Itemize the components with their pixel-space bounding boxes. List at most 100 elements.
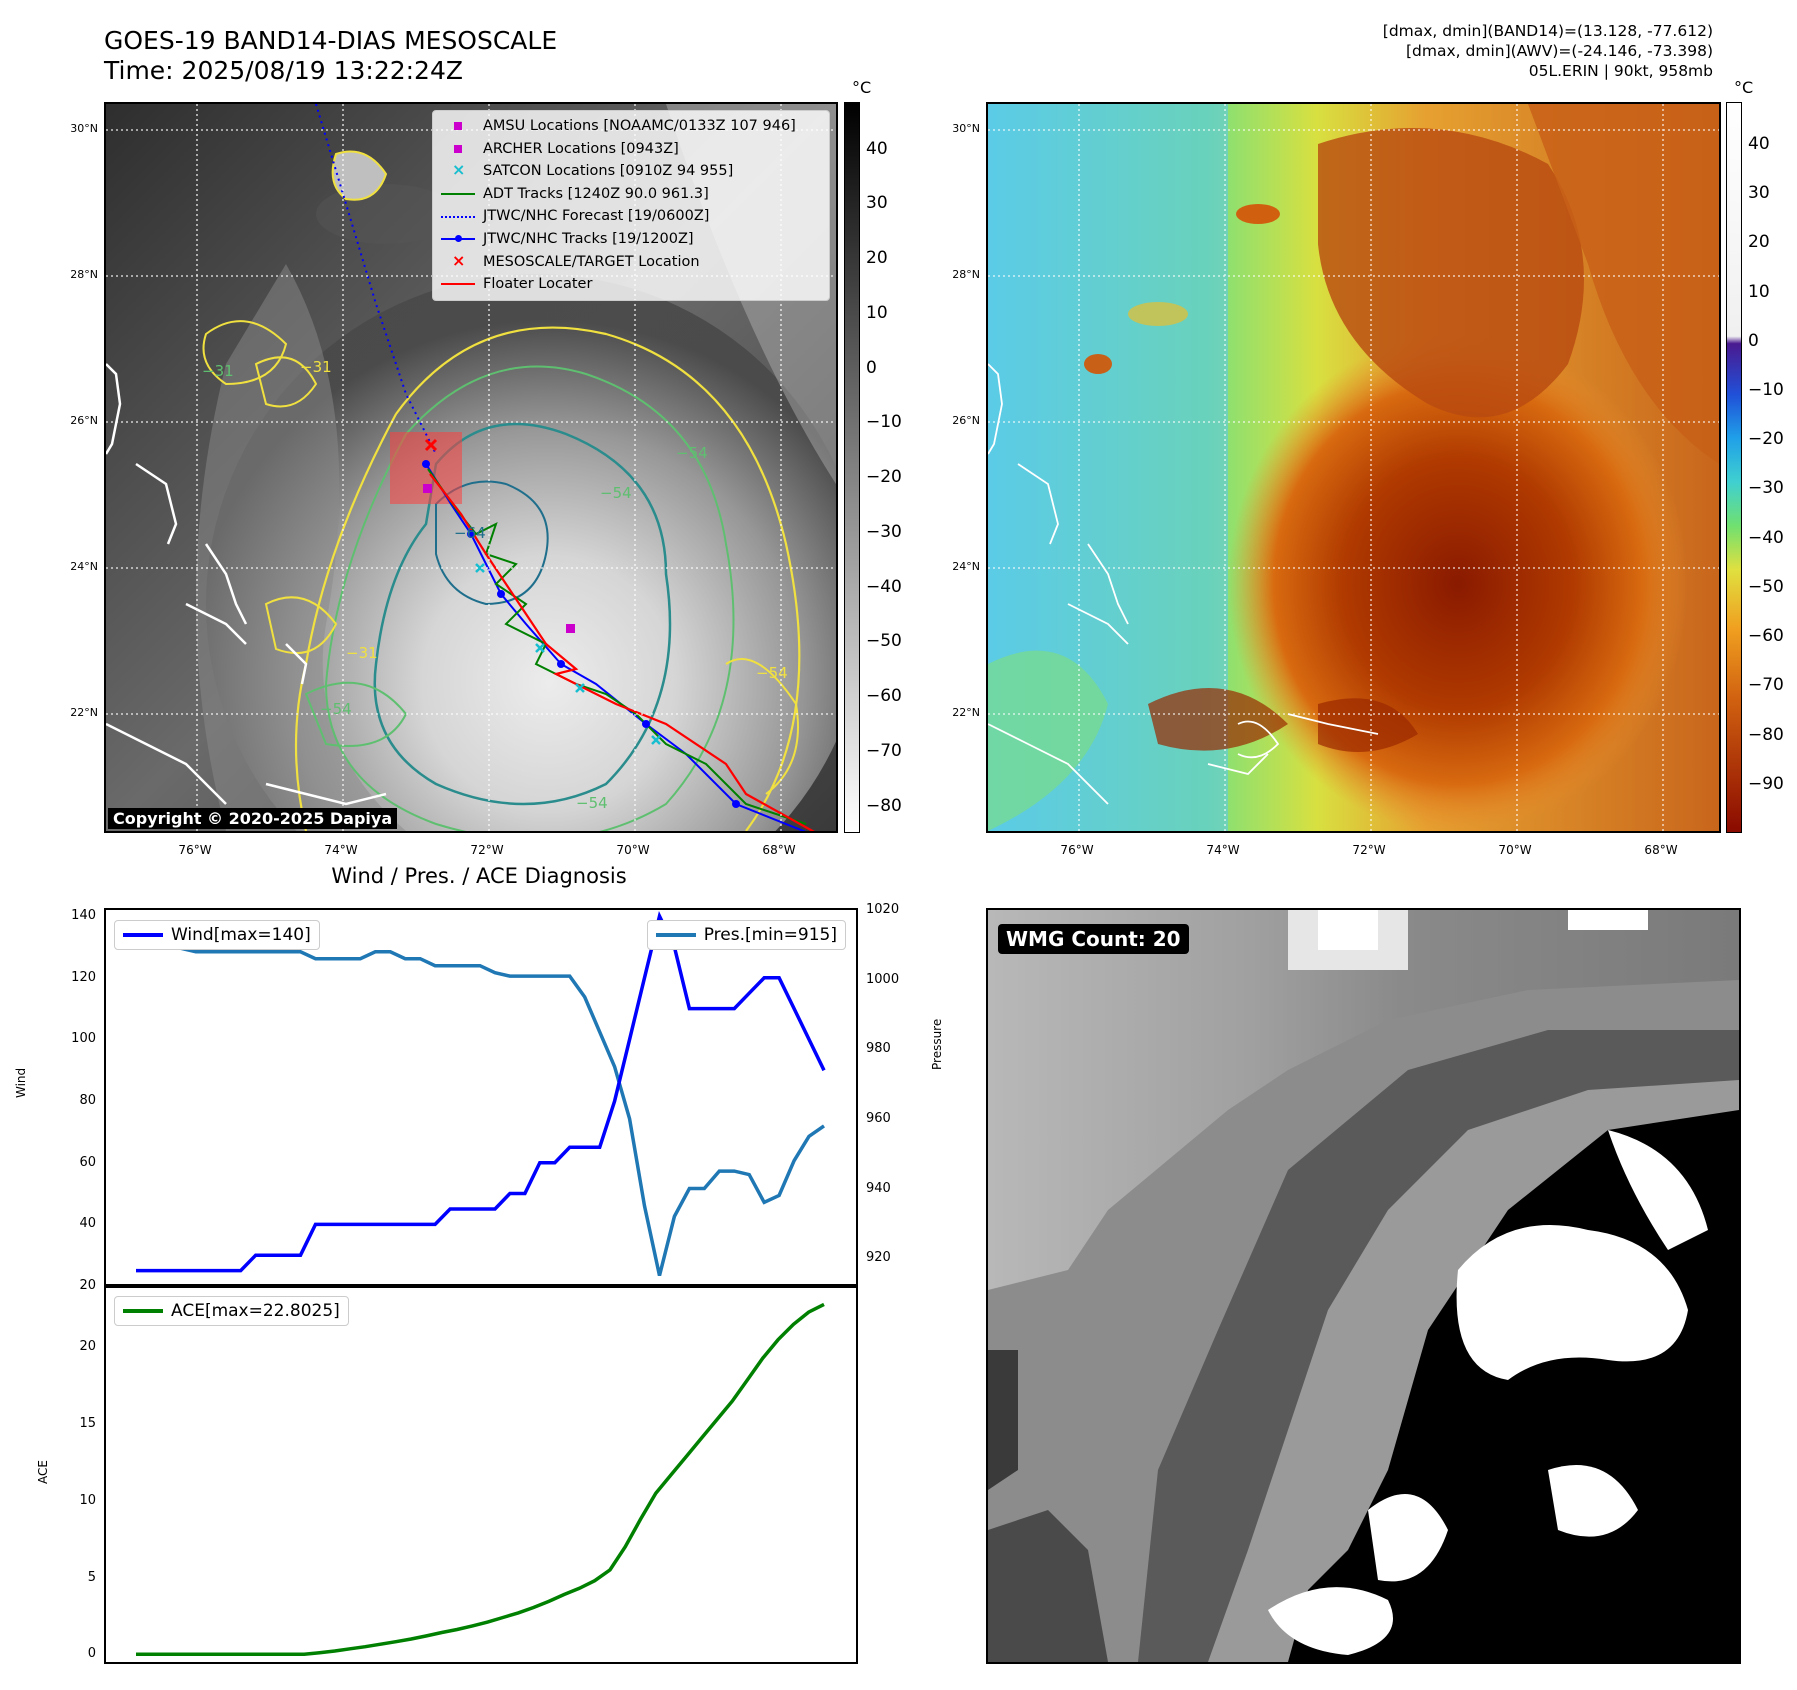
meta-line3: 05L.ERIN | 90kt, 958mb bbox=[1528, 62, 1713, 80]
figure-title-line2: Time: 2025/08/19 13:22:24Z bbox=[104, 56, 463, 85]
ir-colorbar-tick: −70 bbox=[866, 740, 902, 761]
ir-map-panel: −31 −31 −54 −64 −54 −31 −54 −54 −54 AMSU… bbox=[104, 102, 838, 833]
wv-colorbar-tick: −30 bbox=[1748, 478, 1784, 499]
pressure-tick-label: 1020 bbox=[866, 902, 900, 917]
wv-map-panel bbox=[986, 102, 1721, 833]
wv-colorbar-tick: −20 bbox=[1748, 429, 1784, 450]
wind-axis-label: Wind bbox=[14, 1067, 28, 1098]
ir-colorbar-tick: 40 bbox=[866, 138, 888, 159]
legend-label: ADT Tracks [1240Z 90.0 961.3] bbox=[483, 185, 709, 202]
wv-colorbar-tick: −90 bbox=[1748, 773, 1784, 794]
lat-tick-label: 30°N bbox=[952, 122, 980, 135]
contour-label: −31 bbox=[202, 362, 234, 380]
ace-legend: ACE[max=22.8025] bbox=[114, 1296, 349, 1326]
pressure-series-line bbox=[136, 925, 825, 1277]
ace-tick-label: 5 bbox=[87, 1569, 96, 1585]
wv-colorbar-tick: −70 bbox=[1748, 675, 1784, 696]
legend-label: JTWC/NHC Tracks [19/1200Z] bbox=[483, 230, 694, 247]
lat-tick-label: 28°N bbox=[952, 268, 980, 281]
wmg-panel: WMG Count: 20 bbox=[986, 908, 1741, 1664]
line-marker-icon bbox=[441, 283, 475, 286]
lon-tick-label: 72°W bbox=[1352, 843, 1386, 857]
ir-colorbar-tick: −20 bbox=[866, 467, 902, 488]
contour-label: −31 bbox=[300, 358, 332, 376]
ace-tick-label: 20 bbox=[79, 1339, 96, 1355]
ir-colorbar bbox=[844, 102, 860, 833]
legend-label: MESOSCALE/TARGET Location bbox=[483, 253, 700, 270]
pressure-tick-label: 980 bbox=[866, 1041, 891, 1057]
contour-label: −31 bbox=[346, 644, 378, 662]
legend-label: JTWC/NHC Forecast [19/0600Z] bbox=[483, 208, 710, 225]
wind-tick-label: 80 bbox=[79, 1093, 96, 1109]
legend-label: ARCHER Locations [0943Z] bbox=[483, 140, 679, 157]
pressure-tick-label: 920 bbox=[866, 1250, 891, 1266]
lon-tick-label: 70°W bbox=[616, 843, 650, 857]
wind-tick-label: 100 bbox=[71, 1031, 96, 1047]
ir-colorbar-tick: 20 bbox=[866, 248, 888, 269]
square-marker-icon bbox=[454, 122, 462, 131]
pressure-axis-label: Pressure bbox=[930, 1018, 944, 1070]
wind-tick-label: 40 bbox=[79, 1216, 96, 1232]
ace-plot: ACE[max=22.8025] bbox=[104, 1284, 858, 1664]
ace-axis-label: ACE bbox=[36, 1460, 50, 1484]
ace-tick-label: 10 bbox=[79, 1492, 96, 1508]
wv-colorbar-unit: °C bbox=[1734, 78, 1754, 97]
ir-colorbar-unit: °C bbox=[852, 78, 872, 97]
contour-label: −54 bbox=[576, 794, 608, 812]
ir-colorbar-tick: 30 bbox=[866, 193, 888, 214]
wv-colorbar bbox=[1726, 102, 1742, 833]
lat-tick-label: 28°N bbox=[70, 268, 98, 281]
dot-marker-icon bbox=[455, 235, 462, 243]
wv-colorbar-tick: 20 bbox=[1748, 232, 1770, 253]
wv-colorbar-tick: −10 bbox=[1748, 379, 1784, 400]
contour-label: −54 bbox=[756, 664, 788, 682]
wv-map-image bbox=[988, 104, 1719, 831]
legend-item-satcon: × SATCON Locations [0910Z 94 955] bbox=[439, 160, 821, 183]
copyright-label: Copyright © 2020-2025 Dapiya bbox=[108, 808, 398, 829]
figure-title-line1: GOES-19 BAND14-DIAS MESOSCALE bbox=[104, 26, 558, 55]
wind-tick-label: 20 bbox=[79, 1278, 96, 1293]
lon-tick-label: 74°W bbox=[1206, 843, 1240, 857]
meta-line1: [dmax, dmin](BAND14)=(13.128, -77.612) bbox=[1382, 22, 1713, 40]
ir-colorbar-tick: −10 bbox=[866, 412, 902, 433]
wind-pressure-svg bbox=[136, 911, 826, 1277]
wv-colorbar-tick: −80 bbox=[1748, 724, 1784, 745]
wind-legend: Wind[max=140] bbox=[114, 920, 320, 950]
lat-tick-label: 22°N bbox=[952, 706, 980, 719]
lat-tick-label: 24°N bbox=[70, 560, 98, 573]
contour-label: −54 bbox=[320, 700, 352, 718]
map-legend: AMSU Locations [NOAAMC/0133Z 107 946] AR… bbox=[432, 110, 830, 301]
ace-tick-label: 15 bbox=[79, 1416, 96, 1432]
wmg-image bbox=[988, 910, 1739, 1662]
ir-colorbar-tick: −60 bbox=[866, 686, 902, 707]
ace-svg bbox=[136, 1302, 825, 1657]
pressure-tick-label: 940 bbox=[866, 1180, 891, 1196]
pressure-tick-label: 1000 bbox=[866, 971, 900, 987]
pressure-tick-label: 960 bbox=[866, 1110, 891, 1126]
lat-tick-label: 30°N bbox=[70, 122, 98, 135]
lon-tick-label: 76°W bbox=[1060, 843, 1094, 857]
lat-tick-label: 22°N bbox=[70, 706, 98, 719]
lon-tick-label: 68°W bbox=[1644, 843, 1678, 857]
legend-item-amsu: AMSU Locations [NOAAMC/0133Z 107 946] bbox=[439, 115, 821, 138]
contour-label: −64 bbox=[454, 524, 486, 542]
dotted-line-icon bbox=[441, 215, 475, 218]
wind-pressure-plot: Wind[max=140] Pres.[min=915] bbox=[104, 908, 858, 1288]
x-marker-icon: × bbox=[452, 160, 466, 180]
lat-tick-label: 26°N bbox=[70, 414, 98, 427]
legend-item-tracks: JTWC/NHC Tracks [19/1200Z] bbox=[439, 228, 821, 251]
ir-colorbar-tick: −40 bbox=[866, 576, 902, 597]
ace-series-line bbox=[136, 1302, 825, 1657]
meta-line2: [dmax, dmin](AWV)=(-24.146, -73.398) bbox=[1406, 42, 1713, 60]
legend-label: Floater Locater bbox=[483, 276, 593, 293]
legend-item-forecast: JTWC/NHC Forecast [19/0600Z] bbox=[439, 205, 821, 228]
wv-colorbar-tick: 40 bbox=[1748, 133, 1770, 154]
contour-label: −54 bbox=[676, 444, 708, 462]
wv-colorbar-tick: 0 bbox=[1748, 330, 1759, 351]
square-marker-icon bbox=[454, 144, 462, 153]
wind-legend-label: Wind[max=140] bbox=[171, 925, 311, 945]
wmg-count-badge: WMG Count: 20 bbox=[998, 924, 1189, 954]
pressure-line-icon bbox=[655, 933, 696, 937]
wind-series-line bbox=[136, 911, 826, 1273]
lon-tick-label: 70°W bbox=[1498, 843, 1532, 857]
